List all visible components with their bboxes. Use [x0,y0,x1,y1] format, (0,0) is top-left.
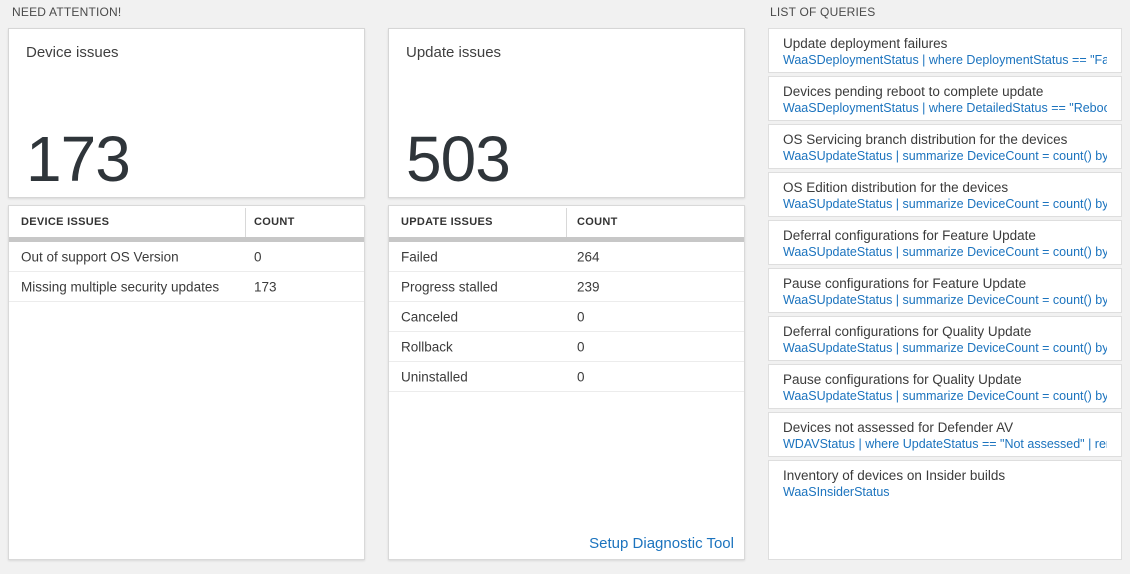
query-item[interactable]: Pause configurations for Feature Update … [768,268,1122,313]
device-issues-card-title: Device issues [26,44,119,61]
query-text[interactable]: WaaSUpdateStatus | summarize DeviceCount… [783,149,1107,163]
query-title: Pause configurations for Quality Update [783,372,1022,387]
device-issues-table: DEVICE ISSUES COUNT Out of support OS Ve… [8,205,365,560]
query-title: Devices pending reboot to complete updat… [783,84,1044,99]
issue-count: 0 [577,369,585,384]
column-divider [566,208,567,237]
query-item[interactable]: Pause configurations for Quality Update … [768,364,1122,409]
query-text[interactable]: WaaSUpdateStatus | summarize DeviceCount… [783,389,1107,403]
update-issues-table-header: UPDATE ISSUES COUNT [389,206,744,237]
update-issues-count-value: 503 [406,123,511,195]
query-text[interactable]: WaaSUpdateStatus | summarize DeviceCount… [783,197,1107,211]
query-text[interactable]: WaaSDeploymentStatus | where DeploymentS… [783,53,1107,67]
issue-count: 0 [254,249,262,264]
issue-count: 264 [577,249,600,264]
table-row[interactable]: Progress stalled 239 [389,272,744,302]
count-column-header: COUNT [254,215,295,228]
issue-label: Progress stalled [401,279,498,294]
query-title: Inventory of devices on Insider builds [783,468,1006,483]
issue-label: Uninstalled [401,369,468,384]
issue-label: Rollback [401,339,453,354]
query-title: Deferral configurations for Feature Upda… [783,228,1036,243]
query-text[interactable]: WaaSUpdateStatus | summarize DeviceCount… [783,341,1107,355]
device-issues-card[interactable]: Device issues 173 [8,28,365,198]
issue-label: Missing multiple security updates [21,279,220,294]
query-title: Deferral configurations for Quality Upda… [783,324,1032,339]
issue-label: Canceled [401,309,459,324]
table-row[interactable]: Failed 264 [389,242,744,272]
query-title: Pause configurations for Feature Update [783,276,1027,291]
issue-count: 0 [577,309,585,324]
query-item[interactable]: Update deployment failures WaaSDeploymen… [768,28,1122,73]
table-row[interactable]: Uninstalled 0 [389,362,744,392]
query-title: OS Servicing branch distribution for the… [783,132,1068,147]
query-item[interactable]: OS Edition distribution for the devices … [768,172,1122,217]
query-item[interactable]: Devices not assessed for Defender AV WDA… [768,412,1122,457]
query-text[interactable]: WaaSUpdateStatus | summarize DeviceCount… [783,293,1107,307]
query-title: Update deployment failures [783,36,948,51]
update-issues-card[interactable]: Update issues 503 [388,28,745,198]
list-of-queries-section-title: LIST OF QUERIES [770,5,876,19]
query-title: OS Edition distribution for the devices [783,180,1009,195]
issue-count: 173 [254,279,277,294]
query-text[interactable]: WDAVStatus | where UpdateStatus == "Not … [783,437,1107,451]
table-row[interactable]: Missing multiple security updates 173 [9,272,364,302]
query-title: Devices not assessed for Defender AV [783,420,1014,435]
header-separator-bar [389,237,744,242]
table-row[interactable]: Canceled 0 [389,302,744,332]
update-issues-table: UPDATE ISSUES COUNT Failed 264 Progress … [388,205,745,560]
update-issues-card-title: Update issues [406,44,502,61]
query-text[interactable]: WaaSUpdateStatus | summarize DeviceCount… [783,245,1107,259]
query-item[interactable]: Devices pending reboot to complete updat… [768,76,1122,121]
query-text[interactable]: WaaSInsiderStatus [783,485,890,499]
column-divider [245,208,246,237]
issue-label: Failed [401,249,438,264]
query-text[interactable]: WaaSDeploymentStatus | where DetailedSta… [783,101,1107,115]
device-issues-count-value: 173 [26,123,131,195]
update-issues-column-header: UPDATE ISSUES [401,215,493,228]
setup-diagnostic-tool-link[interactable]: Setup Diagnostic Tool [589,535,734,552]
count-column-header: COUNT [577,215,618,228]
header-separator-bar [9,237,364,242]
issue-count: 239 [577,279,600,294]
query-item[interactable]: OS Servicing branch distribution for the… [768,124,1122,169]
need-attention-section-title: NEED ATTENTION! [12,5,122,19]
query-item[interactable]: Inventory of devices on Insider builds W… [768,460,1122,560]
device-issues-column-header: DEVICE ISSUES [21,215,110,228]
table-row[interactable]: Out of support OS Version 0 [9,242,364,272]
query-item[interactable]: Deferral configurations for Feature Upda… [768,220,1122,265]
issue-label: Out of support OS Version [21,249,179,264]
query-item[interactable]: Deferral configurations for Quality Upda… [768,316,1122,361]
query-list: Update deployment failures WaaSDeploymen… [768,28,1122,560]
table-row[interactable]: Rollback 0 [389,332,744,362]
issue-count: 0 [577,339,585,354]
device-issues-table-header: DEVICE ISSUES COUNT [9,206,364,237]
